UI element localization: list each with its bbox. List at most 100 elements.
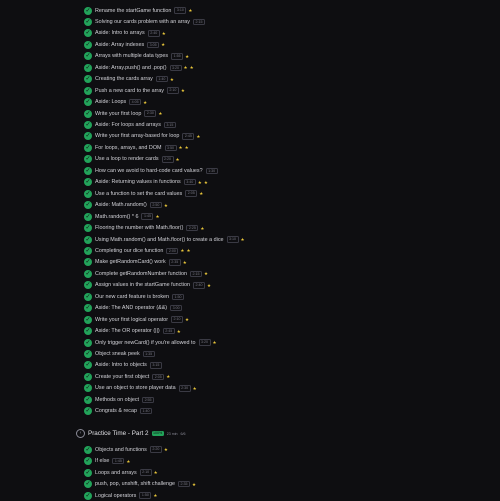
lesson-title: Push a new card to the array [95,87,164,94]
lesson-title: Solving our cards problem with an array [95,18,190,25]
lesson-row[interactable]: ✓ Object sneak peek 1:35 [84,349,155,360]
lesson-row[interactable]: ✓ Aside: Loops 4:05 ★ [84,97,147,108]
lesson-row[interactable]: ✓ Push a new card to the array 2:10 ★ [84,85,185,96]
lesson-row[interactable]: ✓ Creating the cards array 1:40 ★ [84,74,174,85]
lesson-duration-chip: 2:10 [166,87,179,94]
lesson-title: Arrays with multiple data types [95,53,169,60]
star-icon: ★ [197,179,202,185]
star-icon: ★ [153,470,158,475]
lesson-row[interactable]: ✓ If else 1:45 ★ [84,456,131,467]
lesson-duration-chip: 1:45 [141,213,154,220]
section-title: Practice Time - Part 2 [88,430,149,437]
star-icon: ★ [188,8,193,13]
lesson-row[interactable]: ✓ Use a loop to render cards 2:20 ★ [84,154,180,165]
lesson-row[interactable]: ✓ Loops and arrays 2:10 ★ [84,467,158,478]
lesson-row[interactable]: ✓ Logical operators 1:50 ★ [84,490,157,501]
lesson-duration-chip: 3:20 [169,64,182,71]
completed-check-icon: ✓ [84,63,92,72]
lesson-row[interactable]: ✓ Flooring the number with Math.floor() 2:… [84,223,205,234]
lesson-row[interactable]: ✓ Use an object to store player data 2:30 ★ [84,383,197,394]
lesson-row[interactable]: ✓ Only trigger newCard() if you're allowe… [84,337,217,348]
star-icon: ★ [192,385,197,391]
completed-check-icon: ✓ [84,121,92,129]
lesson-row[interactable]: ✓ Aside: The OR operator (||) 2:45 ★ [84,326,181,337]
completed-check-icon: ✓ [84,292,92,301]
star-icon: ★ [206,282,212,288]
lesson-row[interactable]: ✓ For loops, arrays, and DOM 3:50 ★ ★ [84,142,189,153]
lesson-row[interactable]: ✓ Aside: Intro to arrays 2:40 ★ [84,28,166,39]
star-icon: ★ [143,99,148,105]
lesson-title: Complete getRandomNumber function [95,270,187,277]
lesson-row[interactable]: ✓ Aside: Array indexes 3:05 ★ [84,39,165,50]
lesson-row[interactable]: ✓ Make getRandomCard() work 2:35 ★ [84,257,187,268]
lesson-row[interactable]: ✓ Write your first logical operator 2:10 ★ [84,314,189,325]
star-icon: ★ [183,65,188,71]
lesson-duration-chip: 1:50 [139,492,152,499]
lesson-row[interactable]: ✓ Math.random() * 6 1:45 ★ [84,211,160,222]
section-header-practice-part-2[interactable]: ‹ Practice Time - Part 2 100% 23 min 6/6 [76,428,186,439]
completed-check-icon: ✓ [84,86,92,95]
completed-check-icon: ✓ [84,445,92,454]
lesson-duration-chip: 2:40 [147,30,160,37]
lesson-title: Aside: The OR operator (||) [95,328,160,335]
star-icon: ★ [199,191,204,197]
lesson-duration-chip: 1:55 [171,53,184,60]
lesson-row[interactable]: ✓ Aside: Returning values in functions 3:4… [84,177,208,188]
completed-check-icon: ✓ [84,384,92,393]
lesson-row[interactable]: ✓ Completing our dice function 2:00 ★ ★ [84,245,191,256]
lesson-title: Write your first array-based for loop [95,133,180,140]
lesson-duration-chip: 2:45 [162,327,175,335]
lesson-row[interactable]: ✓ Rename the startGame function 3:10 ★ [84,5,193,16]
lesson-title: Make getRandomCard() work [95,259,166,266]
completed-check-icon: ✓ [84,166,92,175]
lesson-row[interactable]: ✓ push, pop, unshift, shift challenge 2:35… [84,479,196,490]
lesson-row[interactable]: ✓ Objects and functions 2:20 ★ [84,444,168,455]
lesson-row[interactable]: ✓ Write your first array-based for loop 2:… [84,131,201,142]
lesson-row[interactable]: ✓ Aside: Intro to objects 3:15 [84,360,162,371]
lesson-duration-chip: 1:35 [142,350,155,358]
completed-check-icon: ✓ [84,338,92,347]
star-icon: ★ [163,202,168,208]
completed-check-icon: ✓ [84,132,92,141]
completed-check-icon: ✓ [84,29,92,38]
lesson-title: Flooring the number with Math.floor() [95,225,184,232]
lesson-row[interactable]: ✓ Using Math.random() and Math.floor() to… [84,234,245,245]
lesson-row[interactable]: ✓ Congrats & recap 1:40 [84,406,152,417]
lesson-title: Objects and functions [95,446,147,453]
completed-check-icon: ✓ [84,304,92,313]
lesson-row[interactable]: ✓ Create your first object 2:05 ★ [84,371,170,382]
lesson-row[interactable]: ✓ Solving our cards problem with an array… [84,16,205,27]
completed-check-icon: ✓ [84,40,92,49]
lesson-row[interactable]: ✓ Use a function to set the card values 2:… [84,188,203,199]
lesson-title: Loops and arrays [95,469,137,476]
lesson-row[interactable]: ✓ Methods on object 2:55 [84,394,155,405]
lesson-duration-chip: 2:10 [171,316,183,323]
lesson-title: Aside: Intro to objects [95,362,147,369]
star-icon: ★ [184,145,189,151]
lesson-row[interactable]: ✓ Complete getRandomNumber function 2:15 ★ [84,268,208,279]
lesson-row[interactable]: ✓ Aside: The AND operator (&&) 3:00 [84,303,183,314]
lesson-title: push, pop, unshift, shift challenge [95,481,176,487]
completed-check-icon: ✓ [84,75,92,84]
chevron-icon[interactable]: ‹ [76,429,85,438]
completed-check-icon: ✓ [84,98,92,107]
lesson-duration-chip: 3:00 [170,304,183,312]
completed-check-icon: ✓ [84,246,92,255]
lesson-title: Aside: The AND operator (&&) [95,305,168,312]
lesson-title: Write your first loop [95,110,142,117]
lesson-row[interactable]: ✓ How can we avoid to hard-code card valu… [84,165,218,176]
lesson-row[interactable]: ✓ Assign values in the startGame function… [84,280,211,291]
completed-check-icon: ✓ [84,189,92,198]
lesson-row[interactable]: ✓ Aside: For loops and arrays 3:15 [84,120,176,131]
lesson-title: Aside: Intro to arrays [95,30,145,37]
lesson-duration-chip: 2:45 [182,133,195,140]
star-icon: ★ [180,88,186,94]
lesson-duration-chip: 2:30 [144,110,157,117]
lesson-row[interactable]: ✓ Aside: Math.random() 2:50 ★ [84,200,168,211]
lesson-row[interactable]: ✓ Write your first loop 2:30 ★ [84,108,162,119]
lesson-row[interactable]: ✓ Aside: Array.push() and .pop() 3:20 ★ ★ [84,62,194,73]
lesson-row[interactable]: ✓ Our new card feature is broken 1:50 [84,291,185,302]
star-icon: ★ [189,65,194,71]
star-icon: ★ [155,214,160,220]
lesson-row[interactable]: ✓ Arrays with multiple data types 1:55 ★ [84,51,189,62]
